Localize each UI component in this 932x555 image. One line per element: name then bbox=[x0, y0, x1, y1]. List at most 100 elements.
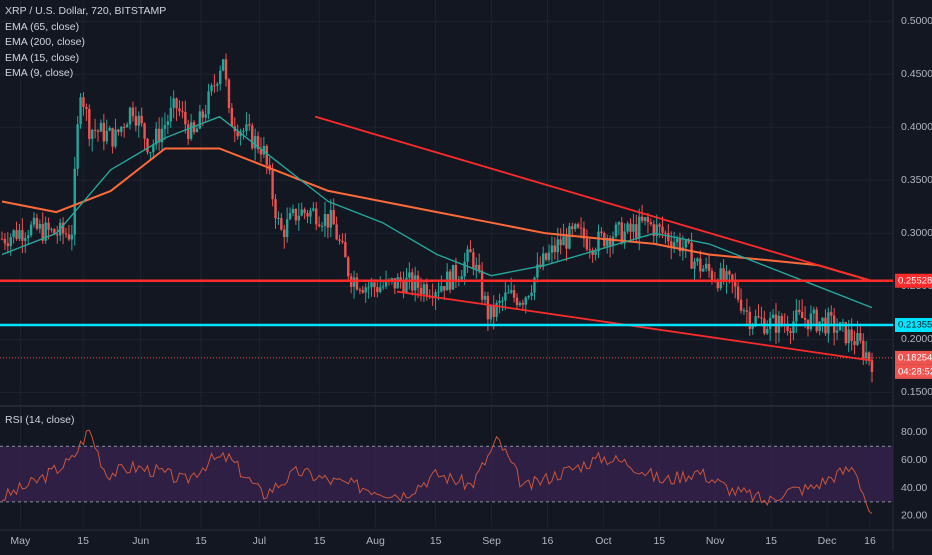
candle-body bbox=[835, 330, 839, 333]
candle-body bbox=[358, 289, 362, 291]
candle-body bbox=[798, 309, 801, 312]
candle-body bbox=[160, 128, 164, 143]
candle-body bbox=[64, 233, 68, 235]
candle-body bbox=[504, 292, 507, 301]
candle-body bbox=[85, 106, 88, 109]
candle-body bbox=[323, 214, 327, 226]
candle-body bbox=[134, 116, 138, 126]
price-tag-support-bg bbox=[895, 273, 932, 288]
candle-body bbox=[26, 235, 30, 239]
candle-body bbox=[117, 129, 120, 132]
candle-body bbox=[146, 138, 149, 153]
candle-body bbox=[434, 292, 437, 298]
candle-body bbox=[221, 59, 225, 71]
candle-body bbox=[809, 313, 813, 330]
candle-body bbox=[859, 333, 862, 341]
x-tick-label: 15 bbox=[314, 535, 326, 547]
candle-body bbox=[533, 277, 536, 293]
candle-body bbox=[402, 281, 405, 293]
candle-body bbox=[12, 230, 15, 238]
candle-body bbox=[285, 219, 289, 237]
candle-body bbox=[672, 242, 676, 248]
candle-body bbox=[536, 264, 539, 278]
candle-body bbox=[265, 145, 268, 165]
candle-body bbox=[96, 130, 100, 132]
candle-body bbox=[606, 238, 609, 247]
candle-body bbox=[3, 238, 7, 244]
candle-body bbox=[515, 297, 519, 306]
candle-body bbox=[640, 216, 644, 221]
candle-body bbox=[373, 282, 376, 288]
candle-body bbox=[198, 111, 202, 129]
candle-body bbox=[818, 321, 821, 332]
candle-body bbox=[841, 322, 845, 324]
candle-body bbox=[425, 284, 429, 296]
candle-body bbox=[658, 224, 661, 227]
candle-body bbox=[664, 232, 667, 234]
candle-body bbox=[236, 131, 239, 137]
candle-body bbox=[326, 214, 330, 228]
candle-body bbox=[47, 222, 50, 230]
candle-body bbox=[766, 328, 769, 334]
candle-body bbox=[544, 253, 548, 260]
rsi-y-tick-label: 20.00 bbox=[901, 510, 927, 522]
candle-body bbox=[50, 229, 53, 231]
candle-body bbox=[242, 130, 245, 132]
candle-body bbox=[620, 222, 623, 244]
candle-body bbox=[646, 217, 650, 223]
candle-body bbox=[149, 152, 152, 154]
candle-body bbox=[585, 238, 589, 250]
candle-body bbox=[815, 309, 818, 332]
candle-body bbox=[155, 128, 158, 145]
candle-body bbox=[227, 79, 231, 109]
candle-body bbox=[789, 331, 792, 334]
legend-ema65: EMA (65, close) bbox=[5, 20, 80, 33]
candle-body bbox=[812, 309, 816, 314]
candle-body bbox=[248, 124, 251, 126]
candle-body bbox=[294, 208, 298, 221]
candle-body bbox=[111, 127, 114, 147]
candle-body bbox=[355, 277, 359, 290]
candle-body bbox=[38, 224, 42, 229]
candle-body bbox=[518, 302, 522, 306]
candle-body bbox=[0, 238, 4, 240]
x-tick-label: May bbox=[10, 535, 31, 547]
candle-body bbox=[611, 236, 615, 246]
candle-body bbox=[632, 224, 635, 232]
candle-body bbox=[67, 234, 71, 240]
price-tag-support: 0.25528 bbox=[898, 275, 932, 286]
candle-body bbox=[76, 124, 79, 169]
candle-body bbox=[556, 239, 559, 253]
candle-body bbox=[856, 333, 859, 345]
candle-body bbox=[489, 305, 493, 320]
candle-body bbox=[690, 242, 693, 269]
candle-body bbox=[152, 144, 155, 153]
candle-body bbox=[184, 111, 187, 125]
candle-body bbox=[725, 271, 728, 282]
candle-body bbox=[498, 300, 501, 304]
candle-body bbox=[230, 108, 234, 127]
candle-body bbox=[870, 360, 874, 372]
candle-body bbox=[312, 208, 315, 211]
candle-body bbox=[24, 238, 27, 241]
candle-body bbox=[472, 252, 475, 269]
candle-body bbox=[280, 217, 283, 230]
candle-body bbox=[821, 317, 824, 322]
candle-body bbox=[15, 230, 18, 239]
candle-body bbox=[480, 270, 484, 300]
candle-body bbox=[786, 325, 789, 332]
candle-body bbox=[803, 318, 807, 320]
candle-body bbox=[61, 222, 65, 234]
candle-body bbox=[277, 217, 280, 219]
x-tick-label: 16 bbox=[542, 535, 554, 547]
candle-body bbox=[224, 59, 228, 80]
candle-body bbox=[384, 279, 388, 287]
candle-body bbox=[521, 302, 525, 305]
candle-body bbox=[317, 224, 321, 227]
